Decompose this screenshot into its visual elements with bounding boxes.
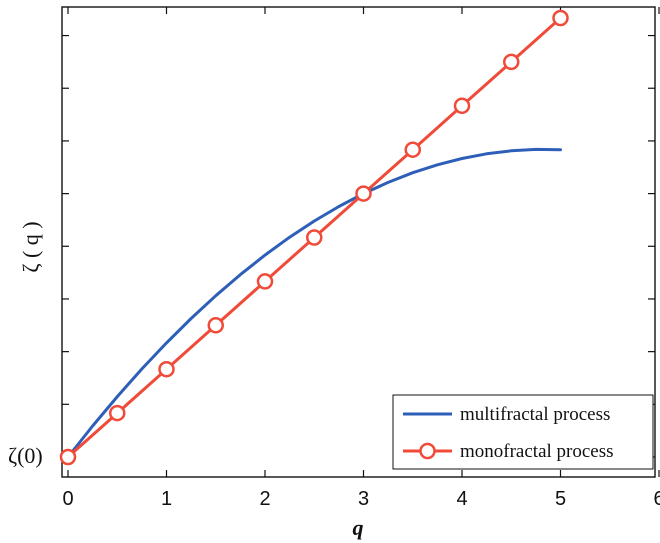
series-layer (59, 9, 569, 466)
x-tick-label-0: 0 (62, 488, 73, 510)
data-point-monofractal-9 (503, 53, 520, 71)
x-tick-label-6: 6 (653, 488, 660, 510)
legend-label-multifractal: multifractal process (460, 404, 610, 425)
data-point-monofractal-7 (404, 141, 421, 158)
y-origin-label: ζ(0) (8, 443, 43, 468)
legend-box (392, 394, 654, 470)
x-tick-label-2: 2 (259, 488, 270, 510)
legend-marker-monofractal (419, 442, 436, 460)
data-point-monofractal-10 (552, 9, 569, 27)
x-tick-label-3: 3 (358, 488, 369, 510)
data-point-monofractal-6 (355, 185, 372, 202)
data-point-monofractal-4 (256, 273, 274, 290)
axis-ticks (62, 7, 660, 477)
labels-layer: 0 1 2 3 4 5 6 (62, 488, 660, 510)
x-tick-label-5: 5 (555, 488, 566, 510)
data-point-monofractal-3 (207, 317, 224, 334)
x-tick-label-1: 1 (161, 488, 172, 510)
data-point-monofractal-8 (453, 97, 471, 115)
series-line-multifractal (66, 147, 562, 459)
data-point-monofractal-2 (158, 360, 175, 378)
data-point-monofractal-5 (306, 229, 323, 246)
y-axis-title: ζ ( q ) (18, 221, 43, 272)
x-axis-title: q (353, 515, 364, 540)
data-point-monofractal-1 (109, 404, 126, 422)
x-tick-label-4: 4 (456, 488, 467, 510)
data-point-monofractal-0 (59, 448, 77, 466)
legend: multifractal process monofractal process (392, 394, 654, 470)
legend-label-monofractal: monofractal process (460, 441, 614, 462)
